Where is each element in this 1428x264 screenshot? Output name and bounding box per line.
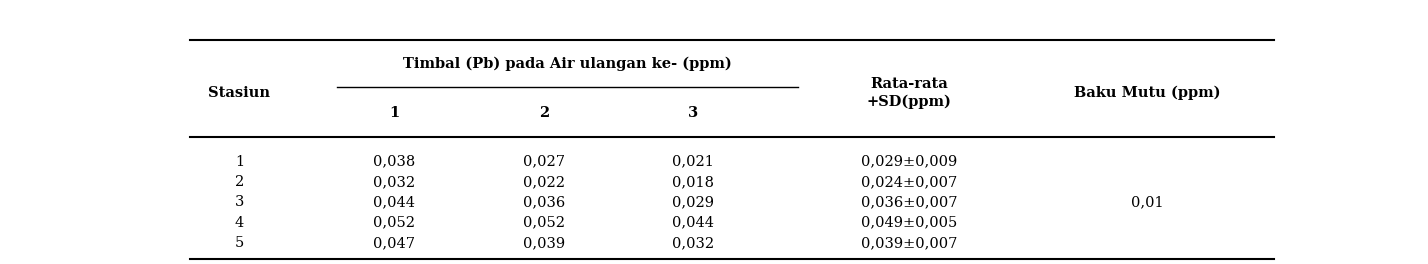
Text: 4: 4 bbox=[234, 216, 244, 230]
Text: 0,029: 0,029 bbox=[673, 195, 714, 209]
Text: Rata-rata
+SD(ppm): Rata-rata +SD(ppm) bbox=[867, 77, 951, 109]
Text: 0,039: 0,039 bbox=[523, 236, 564, 250]
Text: 0,022: 0,022 bbox=[523, 175, 564, 189]
Text: 1: 1 bbox=[390, 106, 400, 120]
Text: 0,027: 0,027 bbox=[523, 155, 564, 169]
Text: 0,018: 0,018 bbox=[673, 175, 714, 189]
Text: 0,036±0,007: 0,036±0,007 bbox=[861, 195, 957, 209]
Text: 0,029±0,009: 0,029±0,009 bbox=[861, 155, 957, 169]
Text: 0,047: 0,047 bbox=[373, 236, 416, 250]
Text: 0,024±0,007: 0,024±0,007 bbox=[861, 175, 957, 189]
Text: 0,052: 0,052 bbox=[373, 216, 416, 230]
Text: 0,044: 0,044 bbox=[373, 195, 416, 209]
Text: 2: 2 bbox=[538, 106, 548, 120]
Text: 0,036: 0,036 bbox=[523, 195, 565, 209]
Text: 3: 3 bbox=[234, 195, 244, 209]
Text: Timbal (Pb) pada Air ulangan ke- (ppm): Timbal (Pb) pada Air ulangan ke- (ppm) bbox=[403, 57, 733, 71]
Text: 0,021: 0,021 bbox=[673, 155, 714, 169]
Text: 0,049±0,005: 0,049±0,005 bbox=[861, 216, 957, 230]
Text: 0,032: 0,032 bbox=[673, 236, 714, 250]
Text: 0,038: 0,038 bbox=[373, 155, 416, 169]
Text: 0,044: 0,044 bbox=[673, 216, 714, 230]
Text: 0,052: 0,052 bbox=[523, 216, 564, 230]
Text: 1: 1 bbox=[234, 155, 244, 169]
Text: 0,039±0,007: 0,039±0,007 bbox=[861, 236, 957, 250]
Text: 5: 5 bbox=[234, 236, 244, 250]
Text: 0,01: 0,01 bbox=[1131, 195, 1164, 209]
Text: Stasiun: Stasiun bbox=[208, 86, 270, 100]
Text: 0,032: 0,032 bbox=[373, 175, 416, 189]
Text: Baku Mutu (ppm): Baku Mutu (ppm) bbox=[1074, 86, 1220, 100]
Text: 2: 2 bbox=[234, 175, 244, 189]
Text: 3: 3 bbox=[688, 106, 698, 120]
